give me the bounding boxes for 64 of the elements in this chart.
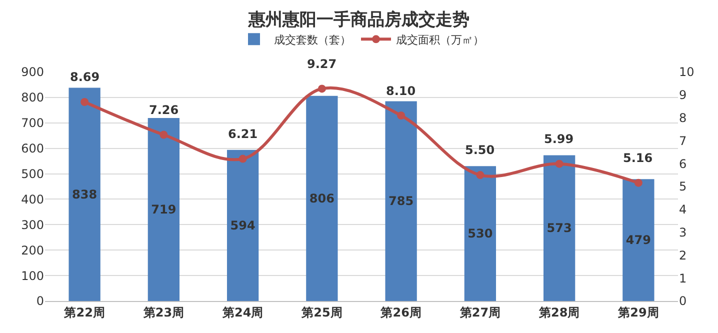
data-label: 594 [230, 218, 256, 232]
data-label: 8.69 [70, 70, 100, 84]
data-label: 6.21 [228, 127, 258, 141]
x-tick-label: 第25周 [300, 305, 342, 320]
y-tick-label: 500 [21, 166, 44, 181]
point [238, 154, 247, 163]
y2-tick-label: 7 [679, 134, 687, 148]
y2-tick-label: 1 [679, 271, 687, 286]
y-tick-label: 900 [21, 65, 44, 80]
bar [68, 88, 100, 301]
y2-tick-label: 6 [679, 156, 687, 171]
bar [148, 118, 180, 301]
bar [543, 155, 576, 301]
point [80, 98, 89, 106]
y2-tick-label: 3 [679, 226, 687, 240]
data-label: 5.50 [465, 143, 495, 157]
y-tick-label: 400 [21, 192, 44, 206]
bar [306, 96, 338, 301]
bar [226, 150, 259, 301]
data-label: 5.99 [544, 132, 574, 146]
data-label: 530 [468, 226, 493, 241]
y-tick-label: 200 [21, 243, 44, 258]
point [397, 112, 406, 120]
bar [464, 166, 496, 301]
x-tick-label: 第29周 [617, 305, 659, 320]
y2-tick-label: 8 [679, 111, 687, 125]
y-tick-label: 300 [21, 218, 44, 232]
x-tick-label: 第24周 [221, 305, 264, 320]
y-tick-label: 100 [21, 268, 44, 283]
y-tick-label: 600 [21, 142, 44, 156]
legend-label: 成交套数（套） [274, 33, 351, 46]
y2-tick-label: 2 [679, 248, 687, 262]
y-tick-label: 0 [36, 294, 44, 308]
y2-tick-label: 5 [679, 180, 687, 194]
data-label: 9.27 [307, 57, 337, 71]
data-label: 719 [151, 202, 176, 217]
data-label: 806 [309, 191, 334, 206]
point [555, 160, 564, 168]
data-label: 838 [72, 187, 98, 202]
data-label: 7.26 [149, 103, 179, 117]
y2-tick-label: 9 [679, 88, 687, 102]
x-tick-label: 第28周 [538, 305, 580, 320]
data-label: 5.16 [623, 151, 653, 165]
point [318, 84, 326, 93]
bar [622, 179, 654, 301]
y2-tick-label: 10 [679, 65, 694, 80]
x-tick-label: 第23周 [142, 305, 184, 320]
x-tick-label: 第22周 [63, 305, 105, 320]
legend-label: 成交面积（万㎡） [396, 33, 484, 46]
y2-tick-label: 0 [679, 294, 687, 308]
point [634, 178, 642, 187]
y-tick-label: 700 [21, 116, 44, 130]
point [476, 171, 484, 180]
x-tick-label: 第27周 [458, 305, 501, 320]
chart-title: 惠州惠阳一手商品房成交走势 [248, 10, 470, 30]
data-label: 8.10 [386, 84, 416, 98]
data-label: 479 [626, 233, 651, 248]
y-tick-label: 800 [21, 90, 44, 105]
point [160, 130, 168, 139]
y2-tick-label: 4 [679, 202, 687, 217]
bar [385, 101, 417, 301]
data-label: 785 [388, 194, 414, 208]
x-tick-label: 第26周 [380, 305, 422, 320]
data-label: 573 [546, 221, 572, 236]
